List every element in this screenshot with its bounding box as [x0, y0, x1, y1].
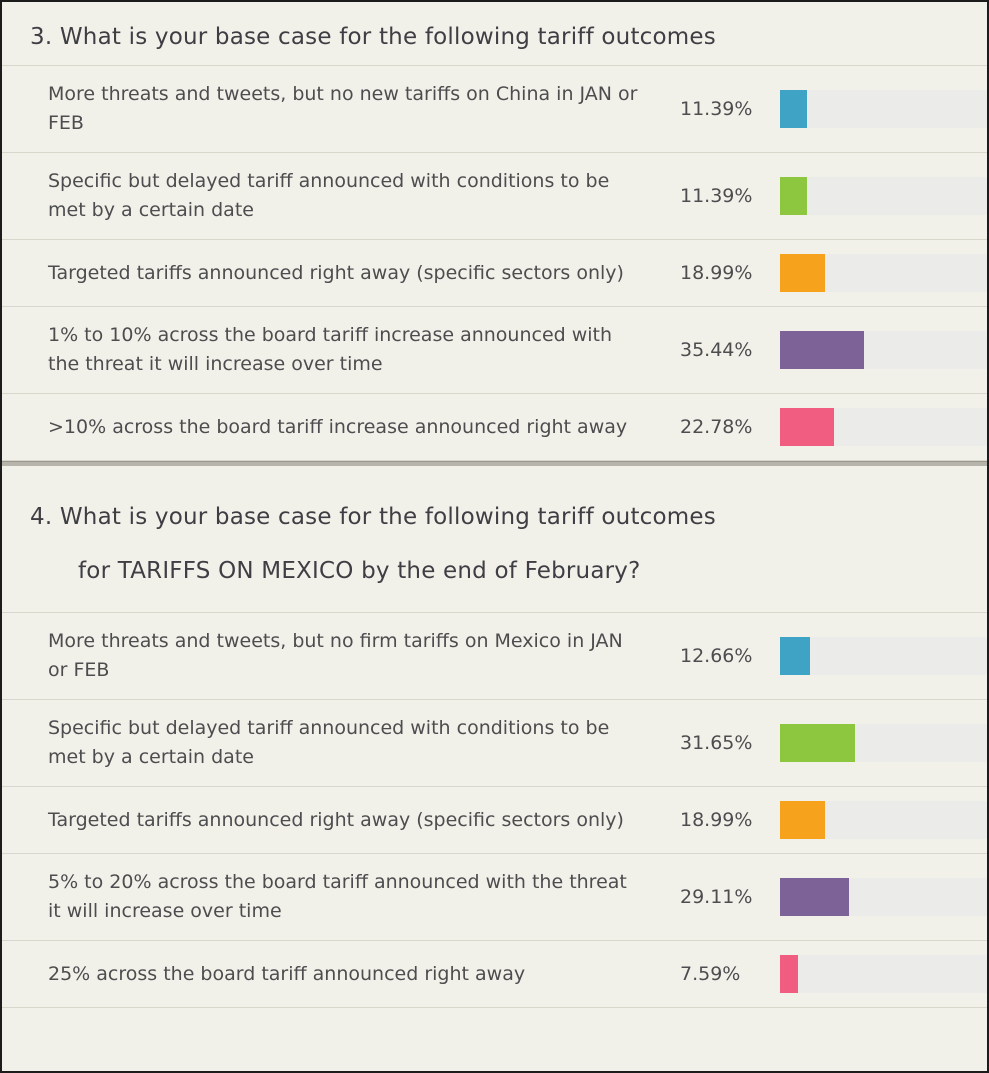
answer-label: >10% across the board tariff increase an… — [48, 415, 628, 438]
answer-row: More threats and tweets, but no new tari… — [2, 65, 987, 152]
answer-bar-track — [780, 408, 987, 446]
answer-label: Specific but delayed tariff announced wi… — [48, 717, 610, 768]
answer-label: Specific but delayed tariff announced wi… — [48, 170, 610, 221]
question-4-subtitle: for TARIFFS ON MEXICO by the end of Febr… — [78, 558, 641, 584]
answer-bar-track — [780, 955, 987, 993]
answer-percent: 18.99% — [680, 809, 753, 831]
answer-bar — [780, 637, 810, 675]
answer-bar — [780, 90, 807, 128]
answer-row: 5% to 20% across the board tariff announ… — [2, 853, 987, 940]
answer-row: >10% across the board tariff increase an… — [2, 393, 987, 460]
answer-percent: 35.44% — [680, 339, 753, 361]
answer-bar — [780, 177, 807, 215]
answer-label: 25% across the board tariff announced ri… — [48, 962, 526, 985]
answer-row: Specific but delayed tariff announced wi… — [2, 152, 987, 239]
answer-percent: 31.65% — [680, 732, 753, 754]
answer-bar-track — [780, 801, 987, 839]
answer-bar — [780, 955, 798, 993]
answer-label: Targeted tariffs announced right away (s… — [48, 808, 624, 831]
answer-bar-track — [780, 724, 987, 762]
answer-bar-track — [780, 254, 987, 292]
answer-bar — [780, 408, 834, 446]
answer-bar — [780, 724, 855, 762]
answer-percent: 18.99% — [680, 262, 753, 284]
answer-row: More threats and tweets, but no firm tar… — [2, 612, 987, 699]
answer-label: Targeted tariffs announced right away (s… — [48, 261, 624, 284]
answer-label: 1% to 10% across the board tariff increa… — [48, 324, 613, 375]
answer-bar — [780, 878, 849, 916]
question-3-title: 3. What is your base case for the follow… — [30, 24, 716, 50]
answer-label: More threats and tweets, but no new tari… — [48, 83, 638, 134]
answer-row: Targeted tariffs announced right away (s… — [2, 786, 987, 853]
question-4-title: 4. What is your base case for the follow… — [30, 504, 716, 530]
answer-row: Targeted tariffs announced right away (s… — [2, 239, 987, 306]
answer-percent: 11.39% — [680, 185, 753, 207]
section-divider — [2, 461, 987, 466]
answer-label: 5% to 20% across the board tariff announ… — [48, 871, 627, 922]
answer-bar-track — [780, 90, 987, 128]
answer-percent: 22.78% — [680, 416, 753, 438]
answer-label: More threats and tweets, but no firm tar… — [48, 630, 623, 681]
answer-percent: 7.59% — [680, 963, 741, 985]
answer-percent: 12.66% — [680, 645, 753, 667]
answer-bar-track — [780, 878, 987, 916]
answer-bar — [780, 331, 864, 369]
question-3-answers: More threats and tweets, but no new tari… — [2, 65, 987, 461]
answer-percent: 29.11% — [680, 886, 753, 908]
answer-bar-track — [780, 177, 987, 215]
answer-bar — [780, 254, 825, 292]
answer-bar-track — [780, 637, 987, 675]
answer-bar-track — [780, 331, 987, 369]
answer-row: 1% to 10% across the board tariff increa… — [2, 306, 987, 393]
answer-percent: 11.39% — [680, 98, 753, 120]
answer-row: Specific but delayed tariff announced wi… — [2, 699, 987, 786]
answer-bar — [780, 801, 825, 839]
question-4-answers: More threats and tweets, but no firm tar… — [2, 612, 987, 1008]
answer-row: 25% across the board tariff announced ri… — [2, 940, 987, 1007]
